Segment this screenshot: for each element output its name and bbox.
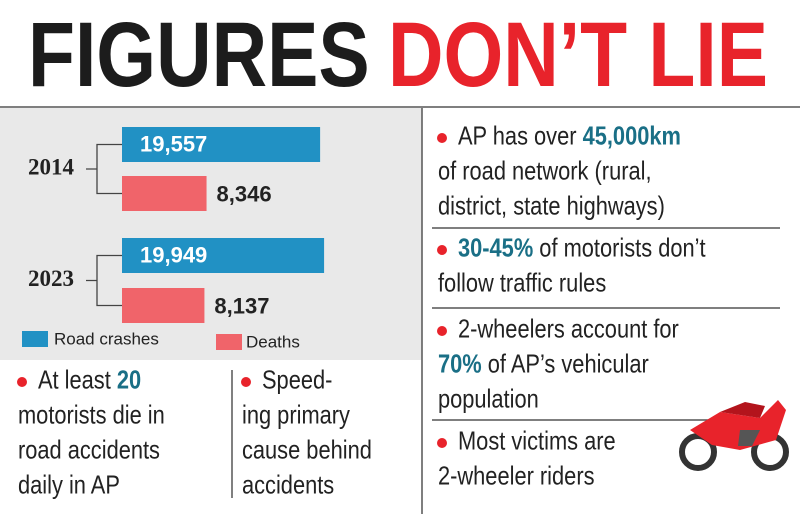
fact-text: 2-wheeler riders: [438, 462, 595, 491]
legend-swatch: [216, 334, 242, 350]
y-tick-label: 2023: [28, 266, 74, 291]
fact-text: cause behind: [242, 436, 372, 465]
fact-text: ing primary: [242, 401, 350, 430]
fact-line: Speed-: [262, 366, 332, 395]
fact-line: 2-wheeler riders: [438, 462, 595, 491]
fact-line: 30-45% of motorists don’t: [458, 234, 706, 263]
fact-line: Most victims are: [458, 427, 616, 456]
bullet: [437, 326, 447, 336]
fact-text: accidents: [242, 471, 334, 500]
y-tick-label: 2014: [28, 154, 75, 179]
fact-highlight: 45,000km: [583, 122, 681, 151]
fact-text: road accidents: [18, 436, 160, 465]
motorcycle-icon: [679, 400, 789, 471]
title-part: FIGURES: [28, 4, 370, 106]
fact-line: motorists die in: [18, 401, 165, 430]
fact-text: of motorists don’t: [533, 234, 706, 263]
fact-line: 70% of AP’s vehicular: [438, 350, 649, 379]
fact-line: road accidents: [18, 436, 160, 465]
fact-highlight: 70%: [438, 350, 482, 379]
fact-line: daily in AP: [18, 471, 120, 500]
value-label: 19,557: [140, 131, 207, 156]
fact-text: motorists die in: [18, 401, 165, 430]
fact-highlight: 20: [117, 366, 141, 395]
fact-line: cause behind: [242, 436, 372, 465]
fact-text: AP has over: [458, 122, 583, 151]
legend-swatch: [22, 331, 48, 347]
fact-line: At least 20: [38, 366, 141, 395]
fact-line: ing primary: [242, 401, 350, 430]
bar: [122, 288, 205, 323]
fact-line: district, state highways): [438, 192, 665, 221]
bracket: [86, 143, 122, 195]
bullet: [437, 245, 447, 255]
legend-label: Road crashes: [54, 329, 159, 348]
fact-line: of road network (rural,: [438, 157, 652, 186]
fact-line: accidents: [242, 471, 334, 500]
fact-line: 2-wheelers account for: [458, 315, 679, 344]
legend-label: Deaths: [246, 332, 300, 351]
bullet: [437, 438, 447, 448]
fact-text: Most victims are: [458, 427, 616, 456]
fact-text: district, state highways): [438, 192, 665, 221]
value-label: 8,346: [217, 181, 272, 206]
fact-text: Speed-: [262, 366, 332, 395]
value-label: 8,137: [214, 293, 269, 318]
fact-text: population: [438, 385, 539, 414]
value-label: 19,949: [140, 242, 207, 267]
bracket: [86, 254, 122, 307]
bullet: [241, 377, 251, 387]
bar: [122, 127, 321, 162]
fact-line: population: [438, 385, 539, 414]
fact-text: of road network (rural,: [438, 157, 652, 186]
title: FIGURESDON’T LIE: [28, 4, 768, 106]
fact-highlight: 30-45%: [458, 234, 533, 263]
bullet: [437, 133, 447, 143]
fact-text: At least: [38, 366, 117, 395]
title-part: DON’T LIE: [388, 4, 768, 106]
fact-text: 2-wheelers account for: [458, 315, 679, 344]
bar: [122, 238, 325, 273]
fact-line: follow traffic rules: [438, 269, 606, 298]
fact-text: follow traffic rules: [438, 269, 606, 298]
fact-text: daily in AP: [18, 471, 120, 500]
fact-line: AP has over 45,000km: [458, 122, 681, 151]
fact-text: of AP’s vehicular: [482, 350, 649, 379]
bullet: [17, 377, 27, 387]
bar: [122, 176, 207, 211]
